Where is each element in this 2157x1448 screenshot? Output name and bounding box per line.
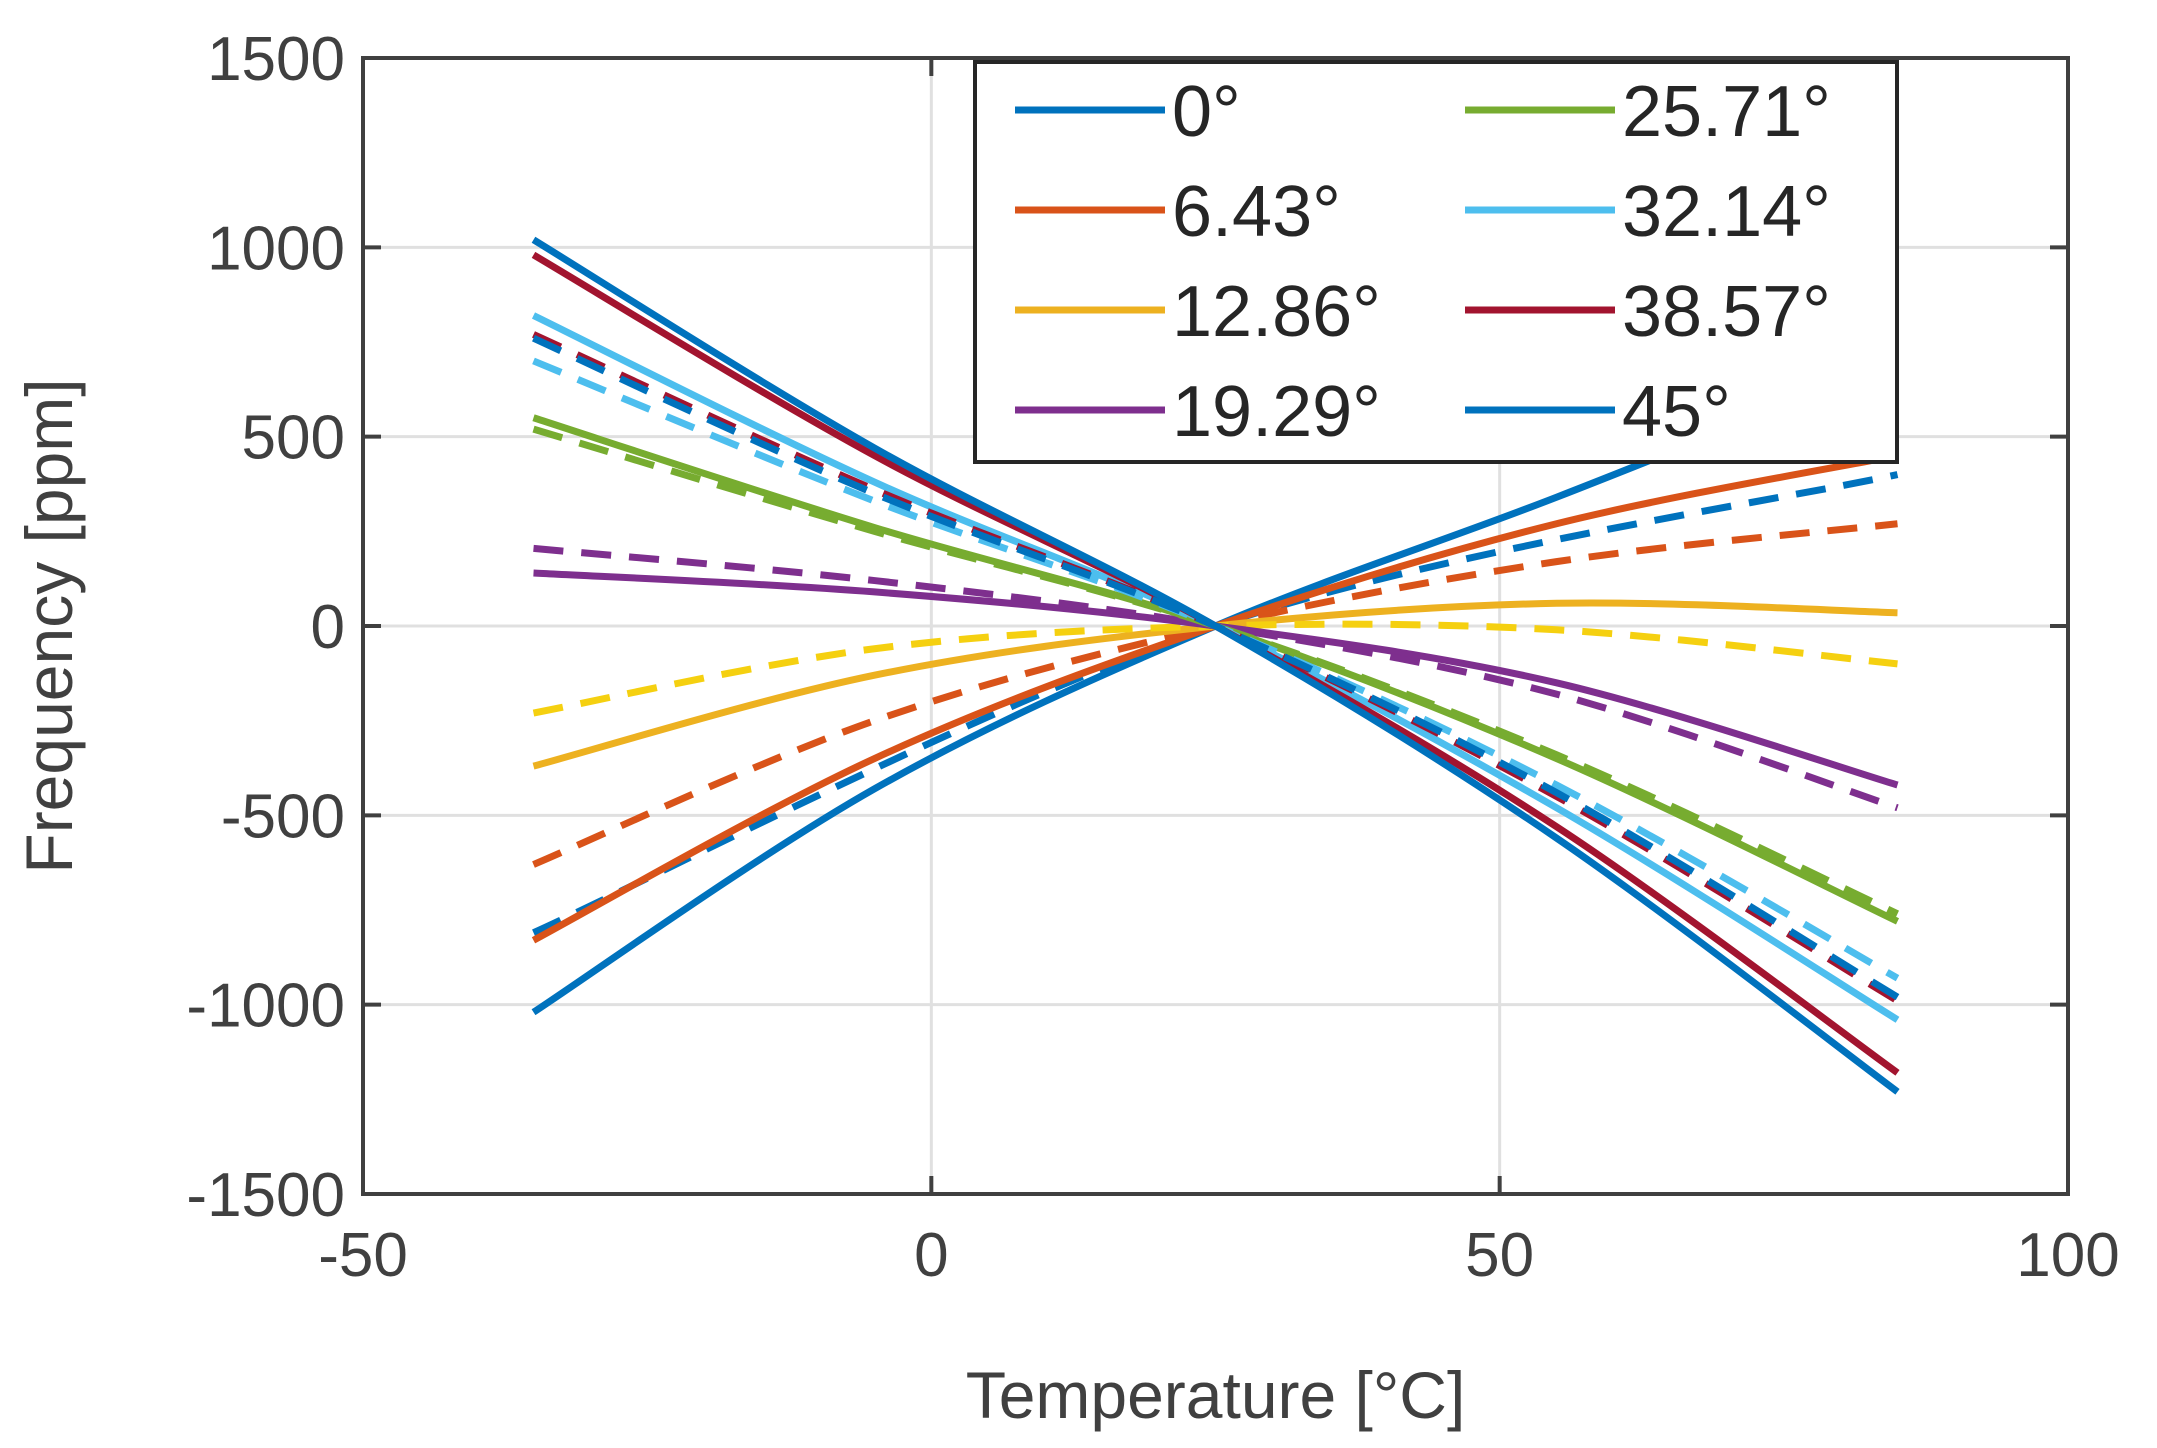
x-tick-label: 0 [914,1221,948,1290]
legend: 0° 6.43° 12.86° 19.29° 25.71° 32.14° 38.57° 45° [973,60,1899,464]
y-tick-label: 1500 [207,25,345,94]
y-tick-label: 500 [242,404,345,473]
legend-label: 0° [1172,72,1241,152]
legend-label: 6.43° [1172,172,1341,252]
y-tick-label: -1000 [186,972,345,1041]
x-tick-label: 100 [2016,1221,2119,1290]
legend-label: 25.71° [1622,72,1831,152]
legend-label: 32.14° [1622,172,1831,252]
x-axis-title: Temperature [°C] [966,1358,1466,1432]
legend-label: 38.57° [1622,272,1831,352]
y-tick-label: 0 [311,593,345,662]
legend-label: 12.86° [1172,272,1381,352]
x-tick-label: 50 [1465,1221,1534,1290]
legend-label: 19.29° [1172,372,1381,452]
series-line-dashed [532,425,1899,917]
x-tick-label: -50 [318,1221,408,1290]
series-lines [531,236,1900,1095]
y-tick-label: -500 [221,782,345,851]
series-line-dashed [532,335,1900,1001]
ticks [361,56,2070,1196]
legend-label: 45° [1622,372,1731,452]
legend-box [973,60,1899,464]
y-axis-title: Frequency [ppm] [12,378,86,873]
y-tick-label: 1000 [207,214,345,283]
y-tick-label: -1500 [186,1161,345,1230]
